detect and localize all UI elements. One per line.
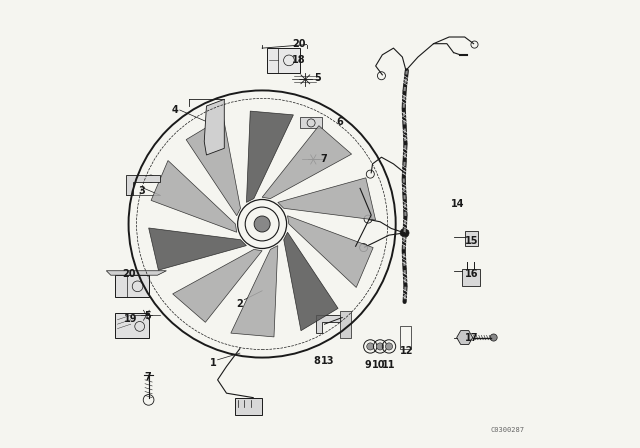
Text: 1: 1 xyxy=(210,358,216,368)
Circle shape xyxy=(254,216,270,232)
Text: C0300287: C0300287 xyxy=(491,426,525,433)
FancyBboxPatch shape xyxy=(340,311,351,337)
Circle shape xyxy=(490,334,497,341)
Text: 19: 19 xyxy=(124,314,138,324)
Polygon shape xyxy=(284,232,338,331)
Circle shape xyxy=(385,343,392,350)
Text: 17: 17 xyxy=(465,333,478,344)
Text: 9: 9 xyxy=(364,360,371,370)
Text: 7: 7 xyxy=(320,155,327,164)
Circle shape xyxy=(376,343,383,350)
Polygon shape xyxy=(300,117,322,128)
FancyBboxPatch shape xyxy=(463,268,480,286)
Text: 14: 14 xyxy=(451,199,465,209)
Text: 2: 2 xyxy=(237,299,243,309)
Text: 3: 3 xyxy=(138,185,145,196)
Circle shape xyxy=(400,228,409,237)
Text: 8: 8 xyxy=(314,356,321,366)
Text: 6: 6 xyxy=(337,116,344,127)
Polygon shape xyxy=(457,331,473,345)
Text: 16: 16 xyxy=(465,269,478,279)
Polygon shape xyxy=(278,178,376,220)
Text: 7: 7 xyxy=(145,372,151,382)
Polygon shape xyxy=(126,175,160,195)
Polygon shape xyxy=(148,228,246,270)
Polygon shape xyxy=(287,216,373,288)
Polygon shape xyxy=(173,250,262,322)
Text: 18: 18 xyxy=(292,55,306,65)
Text: 10: 10 xyxy=(372,360,385,370)
FancyBboxPatch shape xyxy=(115,275,148,297)
Polygon shape xyxy=(316,315,340,333)
Polygon shape xyxy=(151,160,237,232)
FancyBboxPatch shape xyxy=(236,398,262,415)
Text: 4: 4 xyxy=(172,105,179,116)
Text: 5: 5 xyxy=(145,311,151,321)
Polygon shape xyxy=(262,126,351,198)
Polygon shape xyxy=(186,117,241,216)
Text: 20: 20 xyxy=(122,269,135,279)
Text: 12: 12 xyxy=(400,346,413,356)
Polygon shape xyxy=(204,99,224,155)
Polygon shape xyxy=(231,246,278,337)
Text: 20: 20 xyxy=(292,39,306,49)
Text: 11: 11 xyxy=(382,360,396,370)
FancyBboxPatch shape xyxy=(267,48,300,73)
Text: 13: 13 xyxy=(321,356,335,366)
Polygon shape xyxy=(465,231,478,246)
Text: 5: 5 xyxy=(314,73,321,83)
Text: 15: 15 xyxy=(465,236,478,246)
Circle shape xyxy=(367,343,374,350)
Polygon shape xyxy=(106,271,166,275)
Polygon shape xyxy=(246,111,293,202)
FancyBboxPatch shape xyxy=(115,313,148,337)
